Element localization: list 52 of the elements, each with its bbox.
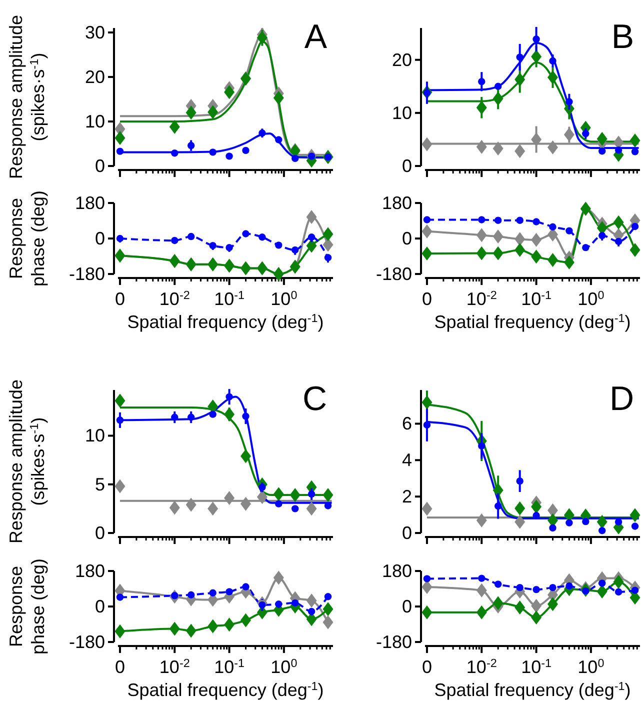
x-tick-label: 0 [422,657,432,677]
y-tick-label: 180 [74,561,105,581]
y-tick-label: 30 [84,22,105,42]
y-tick-label: 4 [402,450,412,470]
y-tick-label: 0 [94,228,105,248]
y-axis-title: Response phase (deg) [6,558,48,655]
y-tick-label: 20 [392,50,412,70]
chart-title: C [302,380,327,418]
x-tick-label: 10$^{-1}$ [214,656,245,677]
y-tick-label: 0 [94,156,105,176]
x-tick-label: 10$^{0}$ [578,656,605,677]
x-tick-label: 0 [422,289,432,309]
x-axis-title: Spatial frequency (deg$^{-1}$) [127,680,324,700]
x-axis-title: Spatial frequency (deg$^{-1}$) [127,312,324,332]
y-tick-label: -180 [68,264,105,284]
y-tick-label: 0 [94,596,105,616]
x-tick-label: 0 [114,289,125,309]
y-tick-label: 0 [94,523,105,543]
x-tick-label: 10$^{-1}$ [521,656,552,677]
y-tick-label: 180 [74,193,105,213]
x-tick-label: 10$^{0}$ [270,288,298,309]
y-tick-label: 180 [382,561,412,581]
y-tick-label: 10 [392,102,412,123]
x-tick-label: 10$^{-2}$ [159,656,190,677]
y-tick-label: 6 [402,414,412,434]
x-axis-title: Spatial frequency (deg$^{-1}$) [434,680,631,700]
y-tick-label: 0 [402,596,412,616]
x-tick-label: 10$^{0}$ [578,288,605,309]
y-tick-label: 0 [402,156,412,176]
y-axis-title: Response phase (deg) [6,190,48,287]
x-axis-title: Spatial frequency (deg$^{-1}$) [434,312,631,332]
y-tick-label: -180 [68,632,105,652]
y-tick-label: 0 [402,523,412,543]
chart-title: B [611,18,634,56]
x-tick-label: 10$^{-2}$ [466,656,497,677]
x-tick-label: 10$^{0}$ [270,656,298,677]
y-tick-label: 10 [84,426,105,446]
x-tick-label: 10$^{-1}$ [521,288,552,309]
y-tick-label: 2 [402,486,412,507]
x-tick-label: 10$^{-1}$ [214,288,245,309]
y-tick-label: -180 [376,264,412,284]
x-tick-label: 10$^{-2}$ [466,288,497,309]
y-tick-label: 0 [402,228,412,248]
y-tick-label: 180 [382,193,412,213]
y-tick-label: -180 [376,632,412,652]
x-tick-label: 0 [114,657,125,677]
chart-title: D [609,380,634,418]
x-tick-label: 10$^{-2}$ [159,288,190,309]
y-tick-label: 5 [94,474,105,494]
chart-title: A [304,18,328,56]
y-tick-label: 10 [84,111,105,132]
y-tick-label: 20 [84,66,105,87]
